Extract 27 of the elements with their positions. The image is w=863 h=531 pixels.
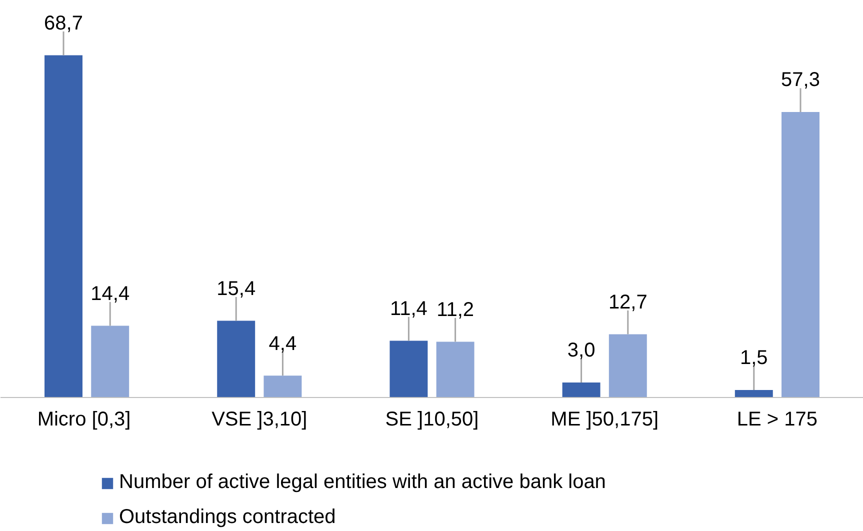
bar (734, 390, 773, 398)
bar (217, 320, 256, 398)
bar (44, 55, 82, 398)
legend-label: Number of active legal entities with an active bank loan (119, 471, 606, 494)
bar (782, 112, 820, 398)
bar (264, 376, 302, 398)
data-label: 14,4 (90, 282, 130, 305)
bar (436, 342, 474, 398)
data-label: 15,4 (216, 278, 256, 300)
bar (390, 340, 428, 398)
data-label: 4,4 (268, 332, 297, 355)
bar (562, 382, 600, 398)
bar (91, 326, 130, 398)
data-label: 11,2 (436, 298, 474, 321)
data-label: 3,0 (567, 340, 596, 362)
data-label: 1,5 (740, 347, 768, 370)
x-tick-label: LE > 175 (736, 408, 818, 430)
data-label: 57,3 (781, 69, 820, 92)
x-tick-label: ME ]50,175] (550, 408, 659, 430)
data-label: 12,7 (608, 291, 648, 314)
legend-label: Outstandings contracted (119, 506, 336, 529)
x-tick-label: Micro [0,3] (37, 408, 131, 430)
data-label: 68,7 (44, 12, 83, 34)
bar (608, 334, 647, 398)
data-label: 11,4 (390, 298, 428, 320)
x-tick-label: SE ]10,50] (385, 408, 479, 430)
x-tick-label: VSE ]3,10] (212, 408, 308, 430)
